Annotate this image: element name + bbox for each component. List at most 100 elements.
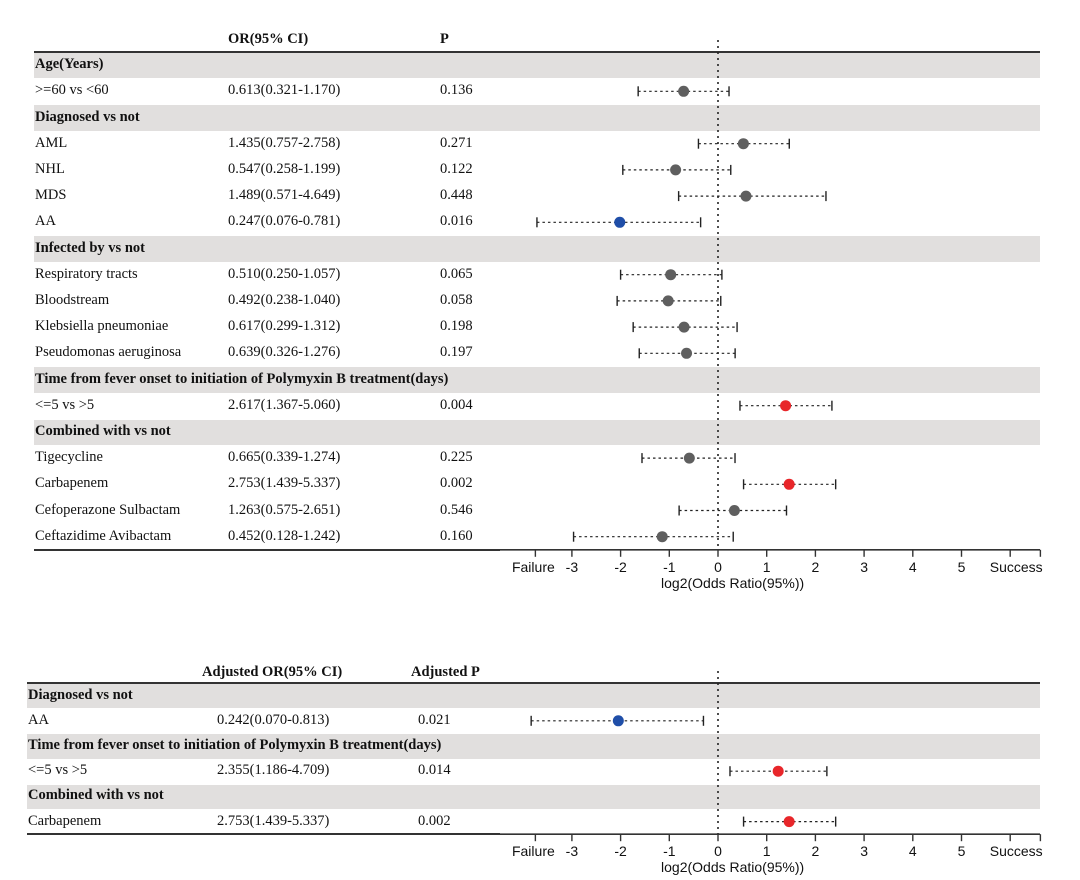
odds-ratio-value: 0.492(0.238-1.040): [228, 291, 341, 308]
odds-ratio-point: [740, 190, 752, 202]
forest-plot-area: -3 -2 -1 0 1 2 3 4 5 Failure Success log2(Odds Rati…: [500, 40, 1043, 591]
x-tick-label: -1: [663, 559, 676, 575]
row-label: >=60 vs <60: [35, 82, 109, 99]
group-label: Combined with vs not: [35, 422, 171, 439]
x-tick-label: 0: [714, 559, 722, 575]
p-value: 0.271: [440, 134, 473, 151]
odds-ratio-point: [612, 715, 624, 727]
group-label: Diagnosed vs not: [28, 686, 133, 703]
odds-ratio-value: 0.639(0.326-1.276): [228, 344, 341, 361]
odds-ratio-value: 0.247(0.076-0.781): [228, 213, 341, 230]
adjusted-p-column-header: Adjusted P: [411, 664, 480, 680]
odds-ratio-point: [665, 269, 677, 281]
p-value: 0.002: [440, 475, 473, 492]
failure-label: Failure: [512, 843, 555, 859]
p-value: 0.546: [440, 501, 473, 518]
x-tick-label: 4: [909, 843, 917, 859]
odds-ratio-point: [670, 164, 682, 176]
x-tick-label: 2: [812, 559, 820, 575]
odds-ratio-point: [662, 295, 674, 307]
table-bottom-rule: [34, 548, 500, 551]
p-value: 0.014: [418, 762, 451, 779]
odds-ratio-value: 0.510(0.250-1.057): [228, 265, 341, 282]
odds-ratio-point: [656, 531, 668, 543]
p-value: 0.448: [440, 187, 473, 204]
group-band: [27, 684, 1040, 709]
row-label: AML: [35, 134, 68, 151]
odds-ratio-value: 2.355(1.186-4.709): [217, 762, 330, 779]
odds-ratio-value: 1.489(0.571-4.649): [228, 187, 341, 204]
table-top-rule: [27, 682, 1040, 684]
odds-ratio-value: 2.617(1.367-5.060): [228, 396, 341, 413]
x-tick-label: -1: [663, 843, 676, 859]
row-label: Carbapenem: [35, 475, 109, 492]
odds-ratio-point: [614, 216, 626, 228]
row-label: Klebsiella pneumoniae: [35, 318, 169, 335]
table-top-rule: [34, 51, 1040, 53]
row-label: <=5 vs >5: [35, 396, 95, 413]
table-bottom-rule: [27, 833, 500, 836]
group-label: Combined with vs not: [28, 787, 164, 804]
group-label: Diagnosed vs not: [35, 108, 140, 125]
p-value: 0.058: [440, 291, 473, 308]
odds-ratio-value: 1.435(0.757-2.758): [228, 134, 341, 151]
p-value: 0.160: [440, 527, 473, 544]
odds-ratio-value: 0.242(0.070-0.813): [217, 711, 330, 728]
x-tick-label: -2: [614, 559, 627, 575]
group-band: [34, 419, 1040, 445]
p-value: 0.004: [440, 396, 473, 413]
x-tick-label: -3: [566, 843, 579, 859]
group-band: [34, 236, 1040, 262]
group-label: Time from fever onset to initiation of P…: [35, 370, 449, 387]
p-value: 0.122: [440, 160, 473, 177]
odds-ratio-value: 2.753(1.439-5.337): [217, 812, 330, 829]
odds-ratio-value: 0.665(0.339-1.274): [228, 449, 341, 466]
p-column-header: P: [440, 31, 449, 47]
odds-ratio-point: [683, 452, 695, 464]
p-value: 0.198: [440, 318, 473, 335]
row-label: Respiratory tracts: [35, 265, 138, 282]
success-label: Success: [990, 843, 1043, 859]
row-label: Cefoperazone Sulbactam: [35, 501, 181, 518]
group-band: [27, 734, 1040, 759]
group-label: Age(Years): [35, 56, 104, 73]
row-label: Pseudomonas aeruginosa: [35, 344, 182, 361]
x-tick-label: 3: [860, 559, 868, 575]
x-tick-label: 3: [860, 843, 868, 859]
odds-ratio-point: [737, 138, 749, 150]
group-band: [34, 367, 1040, 393]
p-value: 0.021: [418, 711, 451, 728]
p-value: 0.002: [418, 812, 451, 829]
row-label: MDS: [35, 187, 67, 204]
row-label: AA: [35, 213, 56, 230]
row-label: NHL: [35, 160, 65, 177]
odds-ratio-value: 2.753(1.439-5.337): [228, 475, 341, 492]
odds-ratio-point: [678, 321, 690, 333]
row-label: Tigecycline: [35, 449, 103, 466]
p-value: 0.197: [440, 344, 473, 361]
p-value: 0.225: [440, 449, 473, 466]
x-axis-title: log2(Odds Ratio(95%)): [661, 859, 804, 875]
adjusted-or-column-header: Adjusted OR(95% CI): [202, 664, 343, 680]
row-label: Ceftazidime Avibactam: [35, 527, 172, 544]
odds-ratio-value: 1.263(0.575-2.651): [228, 501, 341, 518]
group-label: Time from fever onset to initiation of P…: [28, 737, 442, 753]
odds-ratio-point: [780, 400, 792, 412]
odds-ratio-point: [678, 85, 690, 97]
x-tick-label: 2: [812, 843, 820, 859]
odds-ratio-point: [728, 505, 740, 516]
odds-ratio-value: 0.547(0.258-1.199): [228, 160, 341, 177]
odds-ratio-value: 0.613(0.321-1.170): [228, 82, 341, 99]
x-tick-label: 5: [958, 843, 966, 859]
odds-ratio-point: [783, 478, 795, 490]
x-tick-label: -2: [614, 843, 627, 859]
p-value: 0.136: [440, 82, 473, 99]
x-tick-label: 4: [909, 559, 917, 575]
group-band: [34, 53, 1040, 79]
x-tick-label: 1: [763, 843, 771, 859]
row-label: Carbapenem: [28, 812, 102, 829]
group-label: Infected by vs not: [35, 239, 145, 256]
odds-ratio-value: 0.452(0.128-1.242): [228, 527, 341, 544]
